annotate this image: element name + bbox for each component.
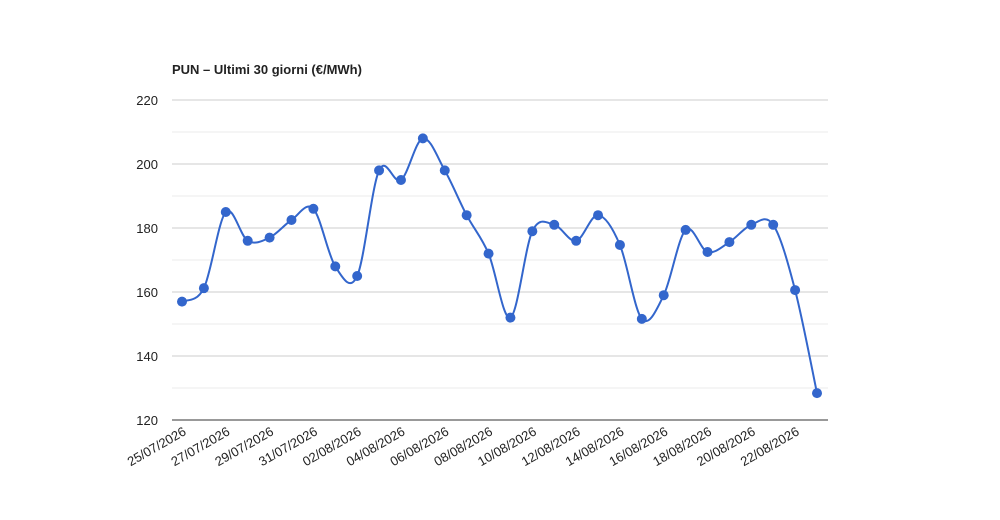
point [264, 232, 275, 243]
point [177, 296, 187, 307]
point [636, 313, 647, 324]
y-tick-label: 160 [136, 285, 158, 300]
point [658, 290, 669, 301]
point [308, 203, 319, 214]
point [374, 165, 385, 176]
line [181, 137, 818, 394]
point [461, 210, 472, 221]
point [571, 235, 582, 246]
point [527, 226, 538, 237]
point [395, 175, 406, 185]
y-tick-label: 180 [136, 221, 158, 236]
y-tick-label: 220 [136, 93, 158, 108]
point [549, 219, 560, 230]
point [812, 388, 822, 399]
point [242, 235, 253, 246]
point [680, 224, 691, 235]
point [330, 261, 341, 272]
chart-title: PUN – Ultimi 30 giorni (€/MWh) [172, 62, 362, 77]
point [593, 210, 604, 221]
point [746, 219, 757, 230]
point [352, 271, 363, 281]
point [483, 248, 494, 259]
point [614, 239, 625, 250]
point [286, 215, 297, 225]
point [439, 165, 450, 176]
point [417, 133, 428, 144]
point [220, 207, 231, 217]
point [724, 237, 735, 248]
point [790, 285, 801, 296]
point [702, 247, 713, 257]
point [505, 312, 516, 323]
point [768, 219, 779, 230]
y-tick-label: 120 [136, 413, 158, 428]
point [198, 283, 209, 294]
y-tick-label: 200 [136, 157, 158, 172]
y-tick-label: 140 [136, 349, 158, 364]
